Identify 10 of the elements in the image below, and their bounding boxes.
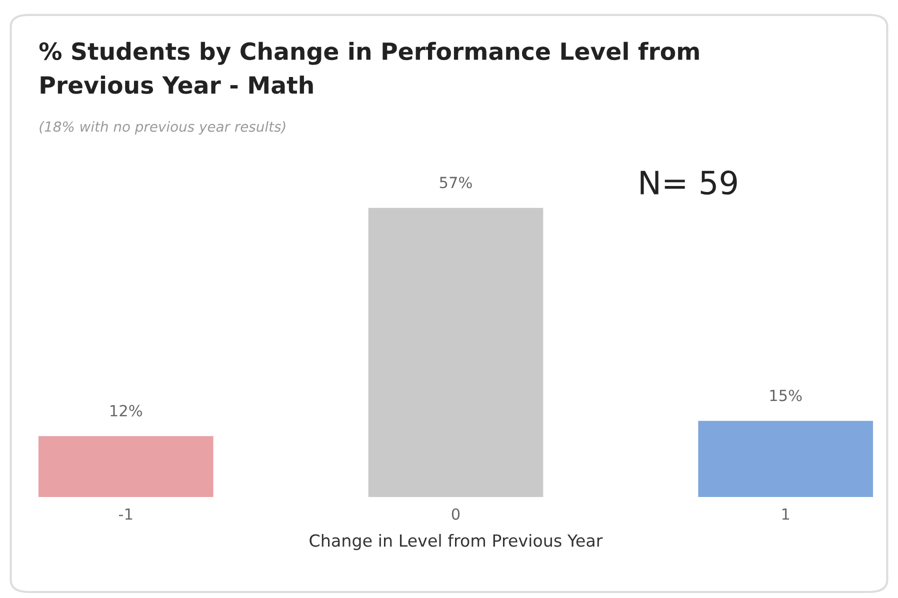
chart-subtitle: (18% with no previous year results): [40, 121, 286, 135]
text: N= 59: [640, 170, 737, 195]
data-label: 15%: [770, 390, 802, 402]
chart-title: % Students by Change in Performance Level from Previous Year - Math: [39, 42, 699, 94]
x-tick-label: -1: [119, 508, 132, 520]
x-tick-label: 0: [452, 508, 460, 520]
data-label: 57%: [440, 176, 472, 188]
x-tick-label: 1: [782, 508, 790, 520]
data-label: 12%: [110, 404, 142, 416]
x-axis-title: Change in Level from Previous Year: [310, 534, 603, 550]
